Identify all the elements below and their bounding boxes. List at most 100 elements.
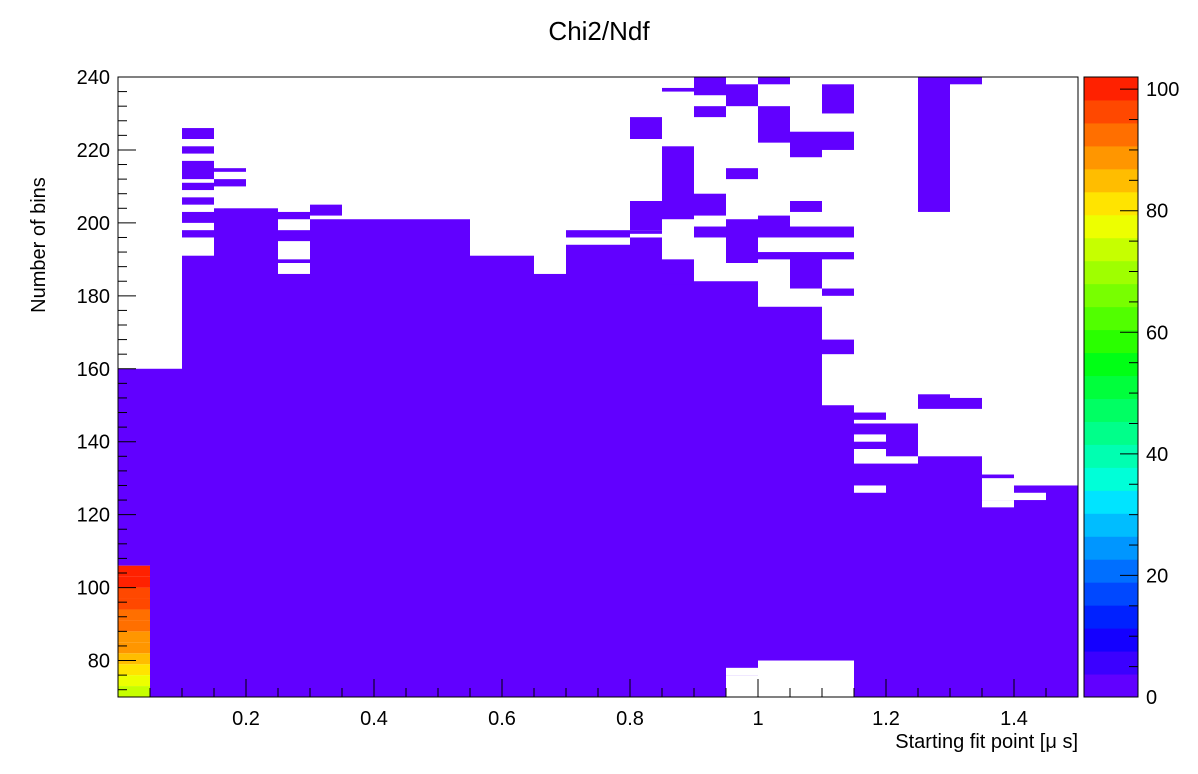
heatmap-cell [118,576,150,588]
palette-swatch [1084,559,1138,583]
heatmap-cell [118,368,150,566]
palette-swatch [1084,122,1138,147]
plot-area: 0.2 0.4 0.6 0.8 1 1.2 1.4 80 100 120 140 160 180 200 2… [77,67,1079,730]
heatmap-cell [726,219,758,263]
x-tick-label: 1.2 [872,708,900,730]
palette-swatch [1084,490,1138,514]
heatmap-cell [758,306,822,697]
palette-tick-label: 0 [1146,687,1157,709]
palette-swatch [1084,99,1138,124]
heatmap-cell [918,77,950,212]
palette-tick-label: 80 [1146,201,1168,223]
heatmap-cell [630,201,662,231]
heatmap-cell [310,219,470,697]
heatmap-cell [118,565,150,577]
x-tick-label: 1.4 [1000,708,1028,730]
palette-swatch [1084,651,1138,675]
palette-swatch [1084,329,1138,354]
heatmap-cell [822,226,854,238]
heatmap-cell [182,255,214,698]
palette-swatch [1084,582,1138,606]
heatmap-gap [854,434,886,442]
heatmap-cell [694,106,726,118]
y-tick-label: 140 [77,432,110,454]
heatmap-cell [118,653,150,665]
heatmap-cell [694,281,726,697]
heatmap-gap [854,485,886,493]
heatmap-cell [182,197,214,205]
heatmap-cell [662,87,694,92]
heatmap-cell [854,423,918,697]
heatmap-cell [950,397,982,409]
palette-swatch [1084,191,1138,216]
heatmap-cell [822,131,854,150]
heatmap-cell [182,182,214,191]
heatmap-cell [534,273,566,697]
palette-swatch [1084,145,1138,170]
heatmap-cell [694,226,726,238]
x-axis-label: Starting fit point [μ s] [895,731,1078,753]
y-tick-label: 160 [77,359,110,381]
heatmap-cell [150,368,182,697]
y-tick-label: 200 [77,213,110,235]
heatmap-cell [118,598,150,610]
heatmap-cell [598,230,630,238]
heatmap-cell [694,193,726,216]
heatmap-cell [758,215,790,238]
heatmap-cell [790,252,822,289]
y-tick-label: 180 [77,286,110,308]
heatmap-cell [566,244,630,697]
heatmap-cell [630,230,662,234]
heatmap-cell [310,204,342,216]
palette-swatch [1084,283,1138,308]
heatmap-cell [630,237,662,697]
palette-swatch [1084,674,1138,698]
x-tick-label: 0.2 [232,708,260,730]
heatmap-cell [278,211,310,220]
heatmap-cell [182,128,214,139]
x-tick-label: 0.4 [360,708,388,730]
heatmap-cell [790,226,822,238]
heatmap-cell [118,631,150,643]
palette-swatch [1084,421,1138,445]
heatmap-gap [758,660,854,697]
heatmap-cell [918,394,950,409]
chart-title: Chi2/Ndf [548,16,650,46]
heatmap-gap [886,456,918,464]
heatmap-cell [822,84,854,114]
palette-frame [1083,76,1139,698]
heatmap-gap [726,667,758,676]
heatmap-cell [790,131,822,158]
heatmap-gap [854,449,886,464]
heatmap-cell [950,77,982,85]
x-tick-label: 0.6 [488,708,516,730]
heatmap-cell [214,208,278,697]
heatmap-gap [982,478,1014,501]
heatmap-gap [982,500,1014,508]
palette-tick-label: 20 [1146,565,1168,587]
y-tick-label: 220 [77,140,110,162]
y-tick-label: 80 [88,651,110,673]
heatmap-cell [118,664,150,676]
heatmap-cell [182,160,214,180]
palette-swatch [1084,306,1138,331]
x-tick-label: 0.8 [616,708,644,730]
heatmap-cell [822,252,854,260]
heatmap-cell [566,230,598,238]
heatmap-cell [662,273,694,285]
palette-swatch [1084,444,1138,468]
heatmap-gap [1014,492,1046,501]
palette-swatch [1084,536,1138,560]
heatmap-cell [1014,485,1078,697]
palette-swatch [1084,77,1138,101]
x-tick-label: 1 [752,708,763,730]
heatmap-cell [630,117,662,139]
palette-swatch [1084,398,1138,422]
heatmap-cell [118,686,150,697]
palette-swatch [1084,214,1138,239]
palette-swatch [1084,352,1138,377]
heatmap-cell [118,620,150,632]
palette-swatch [1084,168,1138,193]
heatmap-cell [118,675,150,687]
